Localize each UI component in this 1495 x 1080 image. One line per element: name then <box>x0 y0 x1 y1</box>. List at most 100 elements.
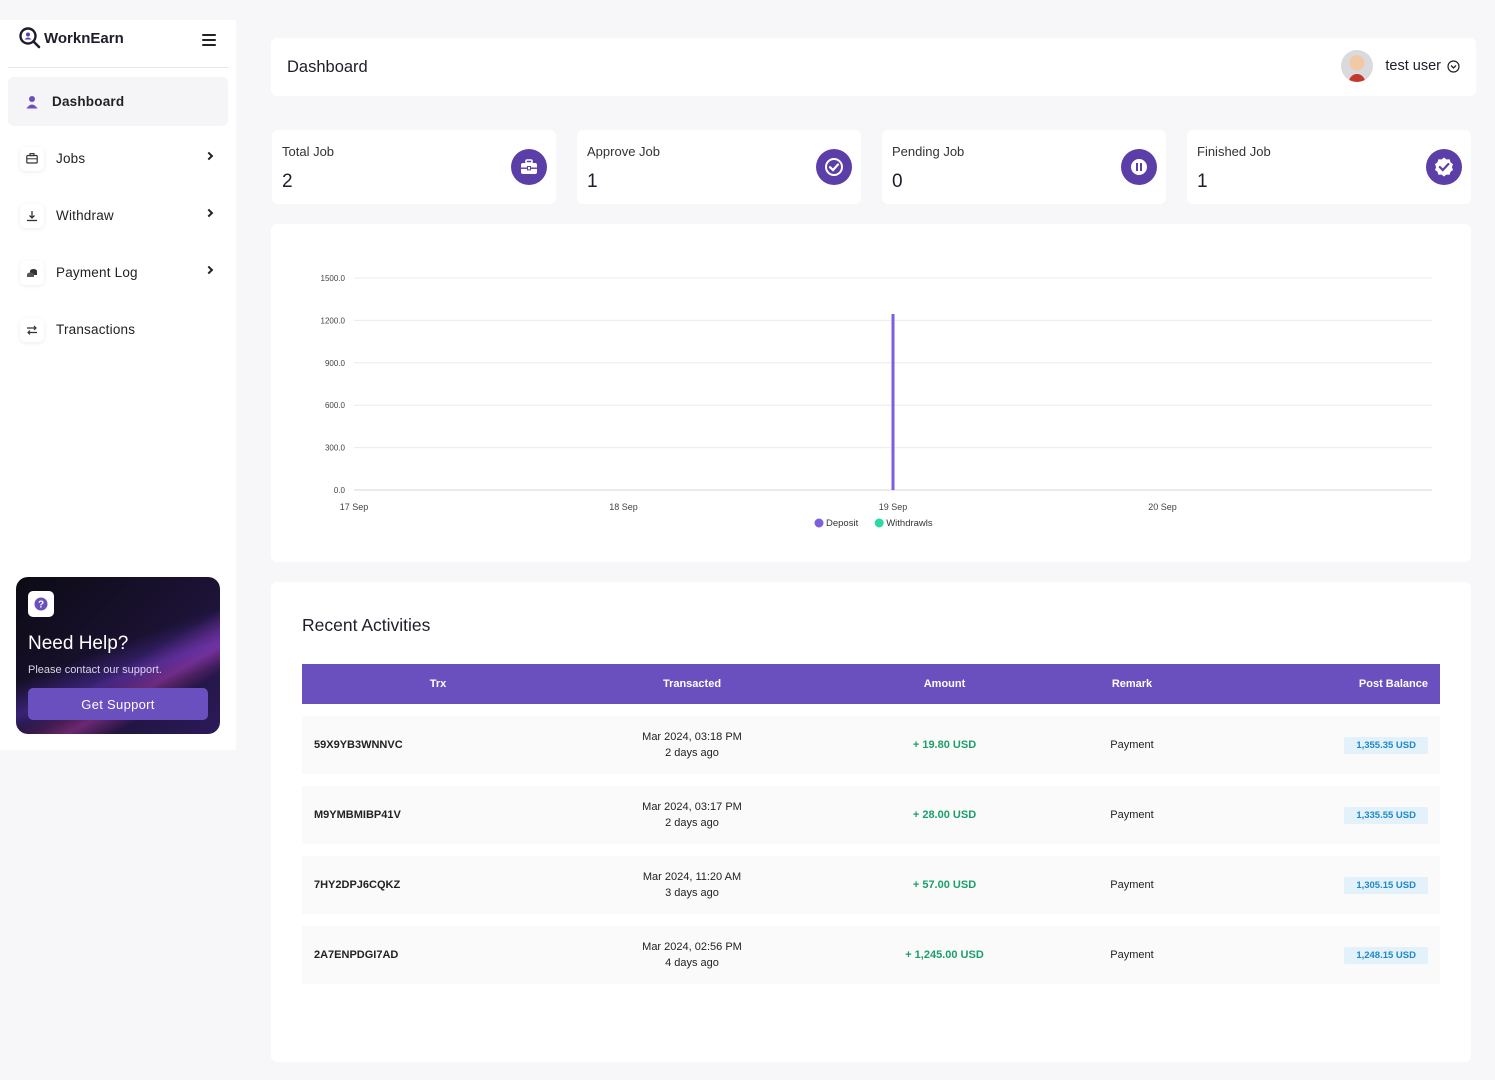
stat-value: 2 <box>282 171 293 192</box>
legend-marker <box>874 518 884 528</box>
user-name: test user <box>1385 58 1441 74</box>
trx-id: 59X9YB3WNNVC <box>314 739 403 751</box>
chevron-right-icon <box>204 265 214 275</box>
remark: Payment <box>1110 739 1154 751</box>
chevron-right-icon <box>204 151 214 161</box>
pause-icon <box>1121 149 1157 185</box>
help-title: Need Help? <box>28 633 129 654</box>
transacted-date: Mar 2024, 03:18 PM <box>642 731 742 743</box>
brand-logo[interactable]: WorknEarn <box>18 26 124 50</box>
sidebar-item-label: Jobs <box>56 151 86 166</box>
legend-label: Deposit <box>826 518 859 529</box>
x-tick-label: 17 Sep <box>340 502 369 512</box>
transacted-cell: Mar 2024, 11:20 AM 3 days ago <box>562 869 822 901</box>
transacted-ago: 3 days ago <box>665 887 719 899</box>
page-title: Dashboard <box>287 58 368 76</box>
check-circle-icon <box>816 149 852 185</box>
sidebar-item-label: Dashboard <box>52 94 125 109</box>
stat-label: Total Job <box>282 144 335 159</box>
recent-activities-card: Recent Activities Trx Transacted Amount … <box>271 582 1471 1062</box>
transacted-ago: 2 days ago <box>665 747 719 759</box>
table-header: Trx Transacted Amount Remark Post Balanc… <box>302 664 1440 704</box>
x-tick-label: 18 Sep <box>609 502 638 512</box>
transacted-cell: Mar 2024, 03:18 PM 2 days ago <box>562 729 822 761</box>
sidebar-item-payment-log[interactable]: Payment Log <box>8 248 228 297</box>
y-tick-label: 1200.0 <box>321 316 346 325</box>
x-tick-label: 20 Sep <box>1148 502 1177 512</box>
table-row: 2A7ENPDGI7AD Mar 2024, 02:56 PM 4 days a… <box>302 926 1440 984</box>
amount: + 57.00 USD <box>912 879 977 891</box>
section-title: Recent Activities <box>302 615 431 635</box>
exchange-icon <box>20 317 44 342</box>
coins-icon <box>20 260 44 285</box>
trx-id: M9YMBMIBP41V <box>314 809 401 821</box>
get-support-button[interactable]: Get Support <box>28 688 208 720</box>
stat-card-pending-job: Pending Job 0 <box>882 130 1166 204</box>
chevron-right-icon <box>204 208 214 218</box>
sidebar-item-transactions[interactable]: Transactions <box>8 305 228 354</box>
post-balance-badge: 1,355.35 USD <box>1344 736 1428 754</box>
transacted-cell: Mar 2024, 03:17 PM 2 days ago <box>562 799 822 831</box>
stat-label: Pending Job <box>892 144 965 159</box>
chart-svg: 0.0 300.0 600.0 900.0 1200.0 1500.0 17 Sep 18 S… <box>321 274 1432 529</box>
legend-marker <box>814 518 824 528</box>
remark: Payment <box>1110 949 1154 961</box>
y-tick-label: 1500.0 <box>321 274 346 283</box>
user-menu[interactable]: test user <box>1341 50 1460 82</box>
trx-id: 2A7ENPDGI7AD <box>314 949 399 961</box>
chevron-down-circle-icon <box>1447 59 1460 73</box>
y-tick-label: 300.0 <box>325 444 346 453</box>
brand-name: WorknEarn <box>44 29 124 47</box>
post-balance-badge: 1,335.55 USD <box>1344 806 1428 824</box>
stat-value: 1 <box>1197 171 1208 192</box>
stat-card-approve-job: Approve Job 1 <box>577 130 861 204</box>
sidebar-nav: Dashboard Jobs Withdraw Payment Log <box>8 77 228 362</box>
stat-value: 1 <box>587 171 598 192</box>
post-balance-cell: 1,335.55 USD <box>1197 806 1440 824</box>
legend-label: Withdrawls <box>886 518 933 529</box>
search-logo-icon <box>19 27 41 49</box>
sidebar-item-dashboard[interactable]: Dashboard <box>8 77 228 126</box>
column-header-transacted: Transacted <box>662 678 722 690</box>
stat-card-finished-job: Finished Job 1 <box>1187 130 1471 204</box>
post-balance-cell: 1,355.35 USD <box>1197 736 1440 754</box>
y-tick-label: 0.0 <box>334 486 346 495</box>
sidebar-item-jobs[interactable]: Jobs <box>8 134 228 183</box>
user-icon <box>20 90 44 114</box>
activities-table: Trx Transacted Amount Remark Post Balanc… <box>302 664 1440 984</box>
y-tick-label: 900.0 <box>325 359 346 368</box>
transacted-date: Mar 2024, 02:56 PM <box>642 941 742 953</box>
stat-value: 0 <box>892 171 903 192</box>
question-icon: ? <box>28 591 54 617</box>
transacted-date: Mar 2024, 03:17 PM <box>642 801 742 813</box>
remark: Payment <box>1110 879 1154 891</box>
remark: Payment <box>1110 809 1154 821</box>
column-header-trx: Trx <box>429 678 447 690</box>
stat-card-total-job: Total Job 2 <box>272 130 556 204</box>
top-header: Dashboard test user <box>271 38 1476 96</box>
sidebar-item-label: Payment Log <box>56 265 138 280</box>
sidebar-item-withdraw[interactable]: Withdraw <box>8 191 228 240</box>
post-balance-cell: 1,248.15 USD <box>1197 946 1440 964</box>
trx-id: 7HY2DPJ6CQKZ <box>314 879 401 891</box>
sidebar: WorknEarn Dashboard Jobs Withdraw <box>0 20 236 750</box>
sidebar-divider <box>8 67 228 68</box>
table-row: 7HY2DPJ6CQKZ Mar 2024, 11:20 AM 3 days a… <box>302 856 1440 914</box>
column-header-amount: Amount <box>923 678 966 690</box>
post-balance-badge: 1,248.15 USD <box>1344 946 1428 964</box>
help-subtitle: Please contact our support. <box>28 664 162 676</box>
avatar <box>1341 50 1374 82</box>
column-header-remark: Remark <box>1111 678 1153 690</box>
transacted-date: Mar 2024, 11:20 AM <box>642 871 742 883</box>
transacted-ago: 2 days ago <box>665 817 719 829</box>
briefcase-icon <box>20 146 44 171</box>
amount: + 28.00 USD <box>912 809 977 821</box>
menu-toggle-icon[interactable] <box>202 34 216 46</box>
y-tick-label: 600.0 <box>325 401 346 410</box>
sidebar-item-label: Transactions <box>56 322 136 337</box>
table-row: M9YMBMIBP41V Mar 2024, 03:17 PM 2 days a… <box>302 786 1440 844</box>
post-balance-cell: 1,305.15 USD <box>1197 876 1440 894</box>
help-card: ? Need Help? Please contact our support.… <box>16 577 220 734</box>
svg-text:?: ? <box>38 600 44 611</box>
amount: + 1,245.00 USD <box>905 949 984 961</box>
